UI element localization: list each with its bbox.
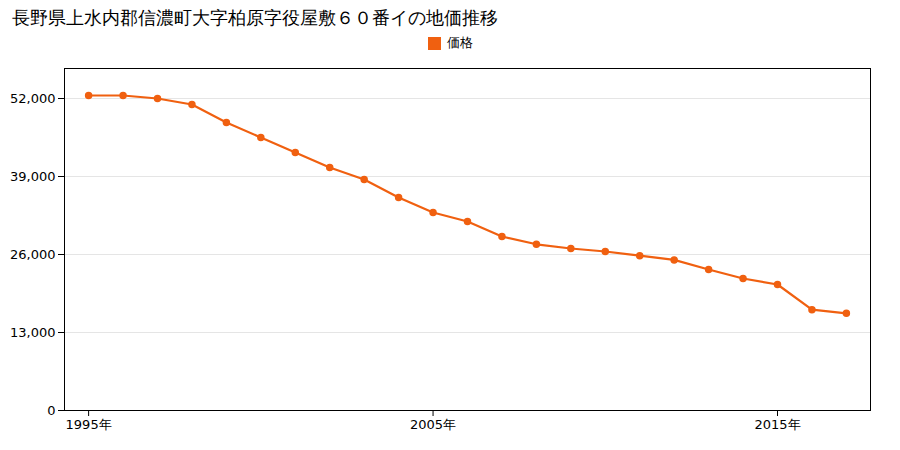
html-text:長野県上水内郡信濃町大字柏原字役屋敷６０番イの地価推移: 長野県上水内郡信濃町大字柏原字役屋敷６０番イの地価推移 bbox=[12, 7, 498, 28]
html-text:価格: 価格 bbox=[446, 35, 473, 50]
svg-text:39,000: 39,000 bbox=[10, 169, 56, 184]
svg-text:0: 0 bbox=[47, 403, 55, 418]
svg-text:2015年: 2015年 bbox=[754, 417, 800, 432]
svg-text:1995年: 1995年 bbox=[66, 417, 112, 432]
svg-text:26,000: 26,000 bbox=[10, 247, 56, 262]
svg-text:52,000: 52,000 bbox=[10, 91, 56, 106]
svg-text:13,000: 13,000 bbox=[10, 325, 56, 340]
svg-text:2005年: 2005年 bbox=[410, 417, 456, 432]
